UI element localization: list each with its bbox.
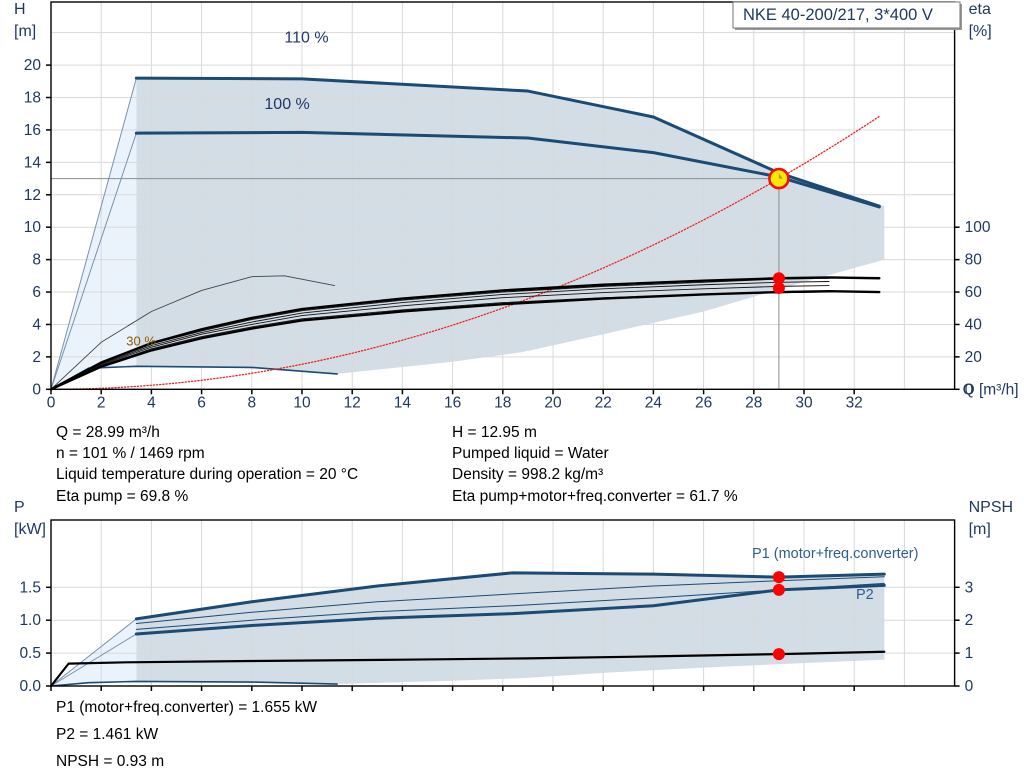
svg-text:0.5: 0.5 bbox=[19, 645, 41, 662]
svg-text:0: 0 bbox=[965, 381, 974, 398]
svg-text:2: 2 bbox=[97, 394, 106, 411]
svg-text:0: 0 bbox=[965, 678, 974, 695]
svg-text:[m]: [m] bbox=[969, 521, 991, 538]
svg-text:eta: eta bbox=[969, 1, 991, 18]
svg-text:P1 (motor+freq.converter) = 1.: P1 (motor+freq.converter) = 1.655 kW bbox=[56, 699, 317, 716]
svg-text:12: 12 bbox=[344, 394, 361, 411]
svg-text:H = 12.95 m: H = 12.95 m bbox=[452, 424, 537, 441]
svg-text:8: 8 bbox=[247, 394, 256, 411]
svg-text:P1 (motor+freq.converter): P1 (motor+freq.converter) bbox=[752, 546, 918, 562]
svg-text:12: 12 bbox=[24, 187, 41, 204]
svg-text:3: 3 bbox=[965, 579, 974, 596]
svg-text:10: 10 bbox=[293, 394, 311, 411]
svg-text:1.0: 1.0 bbox=[19, 612, 41, 629]
svg-text:16: 16 bbox=[24, 122, 41, 139]
svg-text:10: 10 bbox=[24, 219, 42, 236]
svg-text:Eta pump+motor+freq.converter: Eta pump+motor+freq.converter = 61.7 % bbox=[452, 488, 738, 505]
svg-text:22: 22 bbox=[595, 394, 612, 411]
svg-text:26: 26 bbox=[695, 394, 712, 411]
svg-text:20: 20 bbox=[24, 57, 42, 74]
svg-text:Liquid temperature during oper: Liquid temperature during operation = 20… bbox=[56, 466, 358, 483]
svg-text:P: P bbox=[14, 499, 25, 516]
svg-text:30: 30 bbox=[795, 394, 813, 411]
svg-text:6: 6 bbox=[197, 394, 206, 411]
svg-text:Density = 998.2 kg/m³: Density = 998.2 kg/m³ bbox=[452, 466, 603, 483]
svg-text:n = 101 % / 1469 rpm: n = 101 % / 1469 rpm bbox=[56, 445, 205, 462]
svg-text:1: 1 bbox=[965, 645, 974, 662]
svg-text:[%]: [%] bbox=[969, 23, 992, 40]
svg-text:8: 8 bbox=[32, 252, 41, 269]
svg-text:40: 40 bbox=[965, 317, 983, 334]
svg-text:NKE 40-200/217, 3*400 V: NKE 40-200/217, 3*400 V bbox=[743, 6, 933, 24]
svg-text:[kW]: [kW] bbox=[14, 521, 46, 538]
svg-text:24: 24 bbox=[645, 394, 663, 411]
svg-text:28: 28 bbox=[745, 394, 762, 411]
svg-text:16: 16 bbox=[444, 394, 461, 411]
svg-text:80: 80 bbox=[965, 252, 983, 269]
svg-text:20: 20 bbox=[544, 394, 562, 411]
svg-text:[m]: [m] bbox=[14, 23, 36, 40]
svg-text:18: 18 bbox=[24, 90, 41, 107]
svg-text:20: 20 bbox=[965, 349, 983, 366]
svg-text:32: 32 bbox=[846, 394, 863, 411]
svg-text:NPSH = 0.93 m: NPSH = 0.93 m bbox=[56, 753, 164, 770]
svg-text:H: H bbox=[14, 1, 26, 18]
svg-text:4: 4 bbox=[32, 317, 41, 334]
svg-text:0: 0 bbox=[47, 394, 56, 411]
svg-text:2: 2 bbox=[965, 612, 974, 629]
svg-text:14: 14 bbox=[24, 154, 42, 171]
svg-text:18: 18 bbox=[494, 394, 511, 411]
svg-text:100 %: 100 % bbox=[264, 96, 309, 113]
svg-text:Pumped liquid = Water: Pumped liquid = Water bbox=[452, 445, 609, 462]
svg-text:60: 60 bbox=[965, 284, 983, 301]
svg-text:110 %: 110 % bbox=[284, 29, 328, 46]
svg-text:2: 2 bbox=[32, 349, 41, 366]
svg-text:0.0: 0.0 bbox=[19, 678, 41, 695]
svg-text:1.5: 1.5 bbox=[19, 579, 41, 596]
svg-text:Eta pump = 69.8 %: Eta pump = 69.8 % bbox=[56, 488, 188, 505]
svg-text:Q = 28.99 m³/h: Q = 28.99 m³/h bbox=[56, 424, 160, 441]
svg-text:6: 6 bbox=[32, 284, 41, 301]
svg-text:14: 14 bbox=[394, 394, 412, 411]
svg-text:P2 = 1.461 kW: P2 = 1.461 kW bbox=[56, 726, 158, 743]
svg-text:P2: P2 bbox=[856, 587, 874, 603]
svg-text:0: 0 bbox=[32, 381, 41, 398]
svg-text:100: 100 bbox=[965, 219, 991, 236]
svg-text:4: 4 bbox=[147, 394, 156, 411]
svg-text:30 %: 30 % bbox=[126, 334, 156, 349]
svg-text:NPSH: NPSH bbox=[969, 499, 1013, 516]
